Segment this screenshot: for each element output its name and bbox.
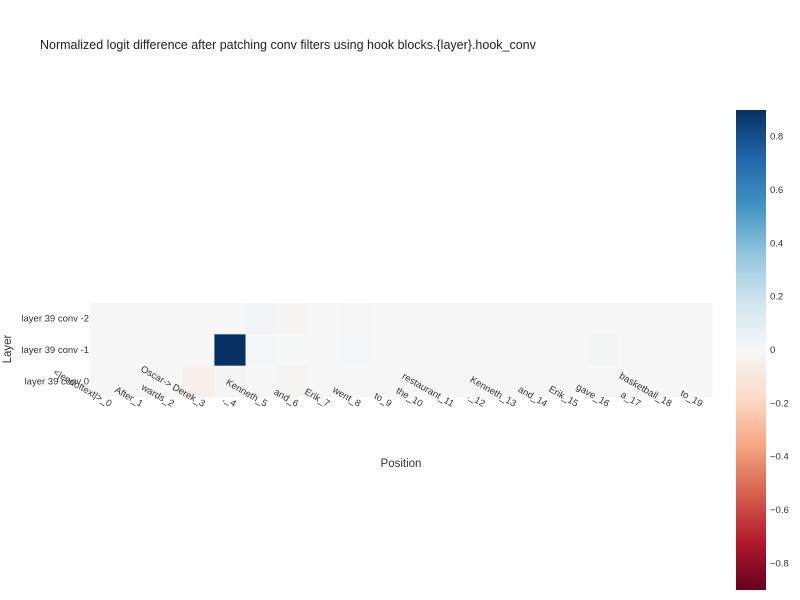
heatmap-cells: [90, 303, 713, 398]
colorbar-tick-label: 0: [770, 345, 775, 356]
heatmap-cell: [494, 365, 526, 398]
y-axis-title: Layer: [2, 334, 14, 363]
colorbar-tick-label: −0.4: [770, 452, 789, 463]
heatmap-cell: [338, 365, 371, 398]
heatmap-cell: [183, 303, 215, 335]
heatmap-cell: [556, 303, 588, 335]
heatmap-cell: [338, 334, 371, 367]
heatmap-cell: [338, 303, 371, 335]
heatmap-cell: [649, 365, 682, 398]
heatmap-cell: [556, 365, 588, 398]
heatmap-cell: [463, 334, 495, 367]
y-tick-label: layer 39 conv 0: [25, 376, 89, 387]
colorbar-tick-label: −0.8: [770, 558, 789, 569]
colorbar-tick-label: −0.6: [770, 505, 789, 516]
heatmap-cell: [432, 365, 464, 398]
colorbar-tick-label: 0.2: [770, 292, 783, 303]
heatmap-cell: [307, 334, 340, 367]
heatmap-cell: [618, 334, 651, 367]
heatmap-cell: [369, 365, 402, 398]
heatmap-cell: [649, 334, 682, 367]
colorbar-tick-labels: 0.8 0.6 0.4 0.2 0 −0.2 −0.4 −0.6 −0.8: [770, 132, 789, 570]
heatmap-cell: [432, 334, 464, 367]
heatmap-cell: [587, 303, 620, 335]
heatmap-cell: [121, 365, 153, 398]
heatmap-cell: [121, 334, 153, 367]
heatmap-cell: [276, 334, 309, 367]
y-tick-labels: layer 39 conv -2 layer 39 conv -1 layer 39…: [21, 314, 89, 388]
heatmap-cell: [587, 365, 620, 398]
heatmap-cell: [307, 303, 340, 335]
heatmap-cell: [214, 365, 246, 398]
heatmap-cell: [369, 303, 402, 335]
colorbar: [736, 110, 766, 590]
y-tick-label: layer 39 conv -1: [21, 345, 89, 356]
heatmap-cell: [494, 303, 526, 335]
heatmap-cell: [307, 365, 340, 398]
heatmap-cell: [463, 303, 495, 335]
heatmap-cell: [90, 303, 122, 335]
heatmap-cell: [525, 334, 557, 367]
heatmap-cell: [90, 334, 122, 367]
heatmap-cell: [152, 303, 184, 335]
heatmap-cell: [680, 303, 713, 335]
heatmap-cell: [152, 334, 184, 367]
colorbar-tick-label: 0.6: [770, 185, 783, 196]
heatmap-cell: [401, 365, 433, 398]
colorbar-tick-label: 0.8: [770, 132, 783, 143]
heatmap-cell: [245, 334, 277, 367]
x-axis-title: Position: [381, 458, 422, 470]
heatmap-cell: [152, 365, 184, 398]
heatmap-cell: [401, 334, 433, 367]
heatmap-cell: [680, 334, 713, 367]
heatmap-cell: [183, 334, 215, 367]
heatmap-cell: [494, 334, 526, 367]
heatmap-cell: [649, 303, 682, 335]
heatmap-cell: [618, 303, 651, 335]
heatmap-cell: [90, 365, 122, 398]
heatmap-cell: [680, 365, 713, 398]
heatmap-cell: [276, 303, 309, 335]
y-tick-label: layer 39 conv -2: [21, 314, 89, 325]
heatmap-cell: [121, 303, 153, 335]
heatmap-cell: [556, 334, 588, 367]
colorbar-tick-label: −0.2: [770, 398, 789, 409]
heatmap-cell: [245, 303, 277, 335]
heatmap-cell: [432, 303, 464, 335]
heatmap-cell: [463, 365, 495, 398]
heatmap-cell: [183, 365, 215, 398]
heatmap-cell: [525, 365, 557, 398]
heatmap-cell: [245, 365, 277, 398]
colorbar-tick-label: 0.4: [770, 238, 783, 249]
heatmap-cell: [525, 303, 557, 335]
heatmap-cell: [618, 365, 651, 398]
heatmap-cell: [214, 303, 246, 335]
heatmap-cell: [587, 334, 620, 367]
heatmap-cell: [369, 334, 402, 367]
heatmap-cell: [276, 365, 309, 398]
heatmap-cell: [401, 303, 433, 335]
chart-title: Normalized logit difference after patchi…: [40, 38, 536, 52]
heatmap-cell: [214, 334, 246, 367]
